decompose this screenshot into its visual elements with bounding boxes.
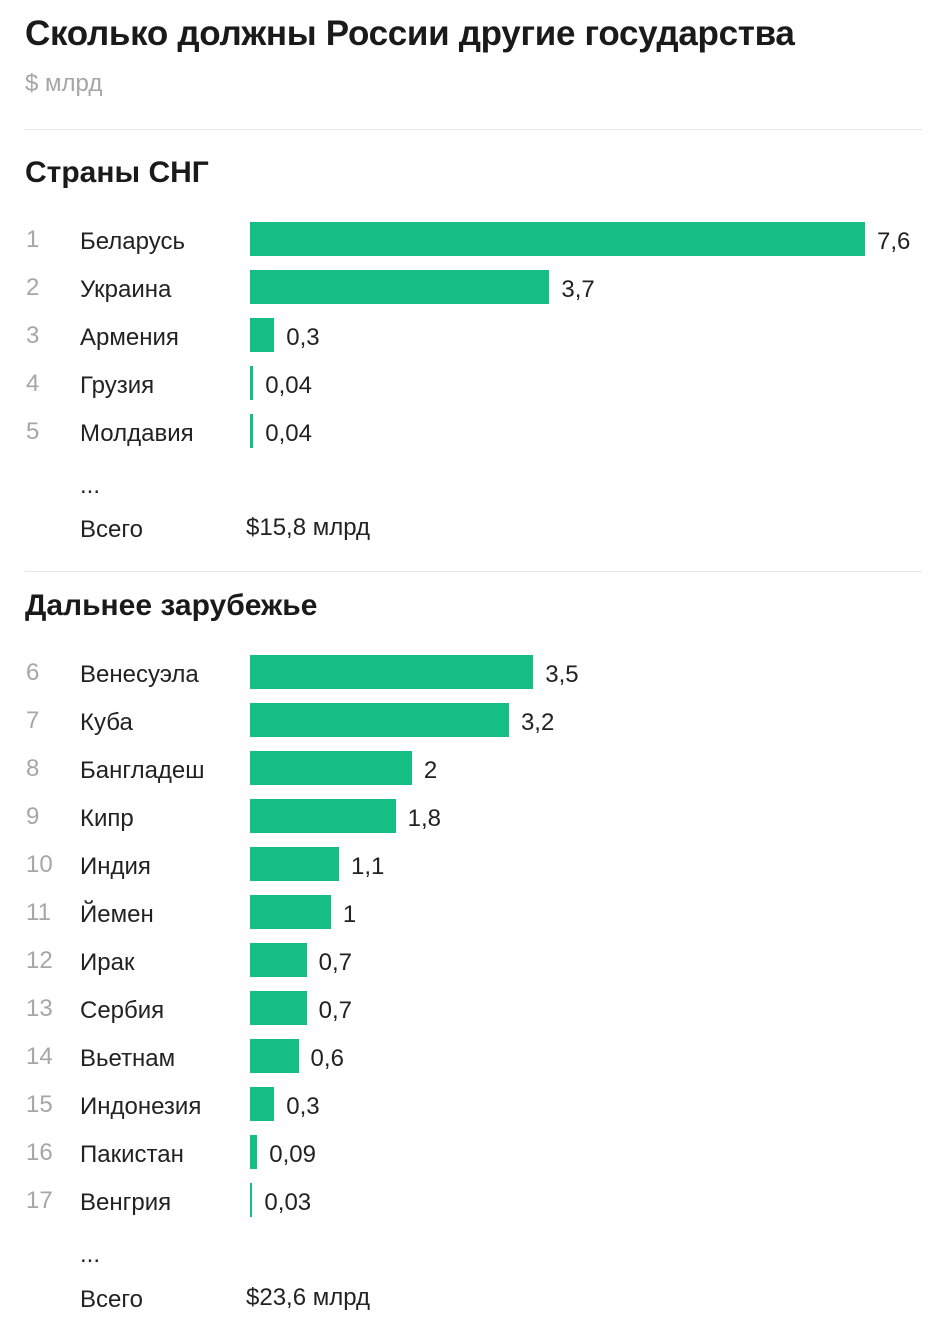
bar <box>250 847 339 881</box>
value-label: 3,2 <box>520 709 555 736</box>
country-label: Кипр <box>80 805 134 832</box>
value-label: 0,3 <box>286 1093 320 1120</box>
bar <box>250 318 275 352</box>
value-label: 0,04 <box>265 372 312 399</box>
rank-number: 17 <box>26 1187 53 1214</box>
country-label: Молдавия <box>80 420 194 447</box>
value-label: 0,03 <box>264 1189 312 1216</box>
bar-row: 13 Сербия 0,7 <box>0 991 945 1039</box>
value-label: 0,09 <box>269 1141 316 1168</box>
rank-number: 1 <box>26 226 40 253</box>
bar-row: 10 Индия 1,1 <box>0 847 945 895</box>
country-label: Сербия <box>80 997 165 1024</box>
section-title: Страны СНГ <box>25 156 209 189</box>
rank-number: 4 <box>26 370 40 397</box>
bar-row: 8 Бангладеш 2 <box>0 751 945 799</box>
rank-number: 14 <box>26 1043 53 1070</box>
rank-number: 13 <box>26 995 53 1022</box>
value-label: 0,7 <box>318 997 353 1024</box>
bar-row: 2 Украина 3,7 <box>0 270 945 318</box>
bar <box>250 1087 275 1121</box>
ellipsis: ... <box>80 472 101 499</box>
bar <box>250 799 396 833</box>
rank-number: 16 <box>26 1139 53 1166</box>
country-label: Грузия <box>80 372 155 399</box>
country-label: Ирак <box>80 949 135 976</box>
bar-row: 4 Грузия 0,04 <box>0 366 945 414</box>
country-label: Венесуэла <box>80 661 199 688</box>
value-label: 1 <box>342 901 357 928</box>
bar <box>250 703 509 737</box>
rank-number: 12 <box>26 947 53 974</box>
country-label: Вьетнам <box>80 1045 176 1072</box>
rank-number: 5 <box>26 418 40 445</box>
country-label: Йемен <box>80 901 154 928</box>
total-value: $23,6 млрд <box>246 1284 371 1311</box>
country-label: Пакистан <box>80 1141 184 1168</box>
value-label: 2 <box>423 757 438 784</box>
bar-row: 17 Венгрия 0,03 <box>0 1183 945 1231</box>
bar-row: 9 Кипр 1,8 <box>0 799 945 847</box>
bar <box>250 943 307 977</box>
bar-row: 3 Армения 0,3 <box>0 318 945 366</box>
country-label: Бангладеш <box>80 757 205 784</box>
country-label: Куба <box>80 709 133 736</box>
value-label: 0,7 <box>318 949 353 976</box>
total-label: Всего <box>80 1286 143 1313</box>
bar <box>250 1039 299 1073</box>
country-label: Беларусь <box>80 228 185 255</box>
bar-row: 5 Молдавия 0,04 <box>0 414 945 462</box>
value-label: 1,8 <box>407 805 442 832</box>
value-label: 3,5 <box>545 661 579 688</box>
bar <box>250 222 865 256</box>
section-title: Дальнее зарубежье <box>25 589 318 622</box>
country-label: Индонезия <box>80 1093 202 1120</box>
total-label: Всего <box>80 516 143 543</box>
rank-number: 8 <box>26 755 40 782</box>
bar <box>250 895 331 929</box>
rank-number: 6 <box>26 659 40 686</box>
bar-row: 14 Вьетнам 0,6 <box>0 1039 945 1087</box>
bar-row: 15 Индонезия 0,3 <box>0 1087 945 1135</box>
rank-number: 3 <box>26 322 40 349</box>
ellipsis: ... <box>80 1241 101 1268</box>
bar <box>250 1183 253 1217</box>
bar <box>250 270 550 304</box>
rank-number: 7 <box>26 707 40 734</box>
value-label: 1,1 <box>351 853 385 880</box>
country-label: Украина <box>80 276 172 303</box>
bar <box>250 1135 258 1169</box>
rank-number: 15 <box>26 1091 53 1118</box>
bar-row: 7 Куба 3,2 <box>0 703 945 751</box>
value-label: 7,6 <box>877 228 911 255</box>
header-divider <box>25 129 922 130</box>
value-label: 0,6 <box>310 1045 344 1072</box>
rank-number: 10 <box>26 851 53 878</box>
bar <box>250 655 534 689</box>
value-label: 0,3 <box>286 324 320 351</box>
section-divider <box>25 571 922 572</box>
rank-number: 2 <box>26 274 40 301</box>
bar-row: 6 Венесуэла 3,5 <box>0 655 945 703</box>
chart-title: Сколько должны России другие государства <box>25 14 795 53</box>
bar <box>250 366 254 400</box>
bar-row: 16 Пакистан 0,09 <box>0 1135 945 1183</box>
bar-row: 11 Йемен 1 <box>0 895 945 943</box>
bar <box>250 414 254 448</box>
value-label: 3,7 <box>561 276 595 303</box>
bar-row: 1 Беларусь 7,6 <box>0 222 945 270</box>
country-label: Индия <box>80 853 151 880</box>
country-label: Венгрия <box>80 1189 172 1216</box>
bar-row: 12 Ирак 0,7 <box>0 943 945 991</box>
chart-subtitle: $ млрд <box>25 70 103 97</box>
rank-number: 11 <box>26 899 51 926</box>
bar <box>250 751 412 785</box>
bar <box>250 991 307 1025</box>
value-label: 0,04 <box>265 420 312 447</box>
country-label: Армения <box>80 324 179 351</box>
rank-number: 9 <box>26 803 40 830</box>
total-value: $15,8 млрд <box>246 514 371 541</box>
